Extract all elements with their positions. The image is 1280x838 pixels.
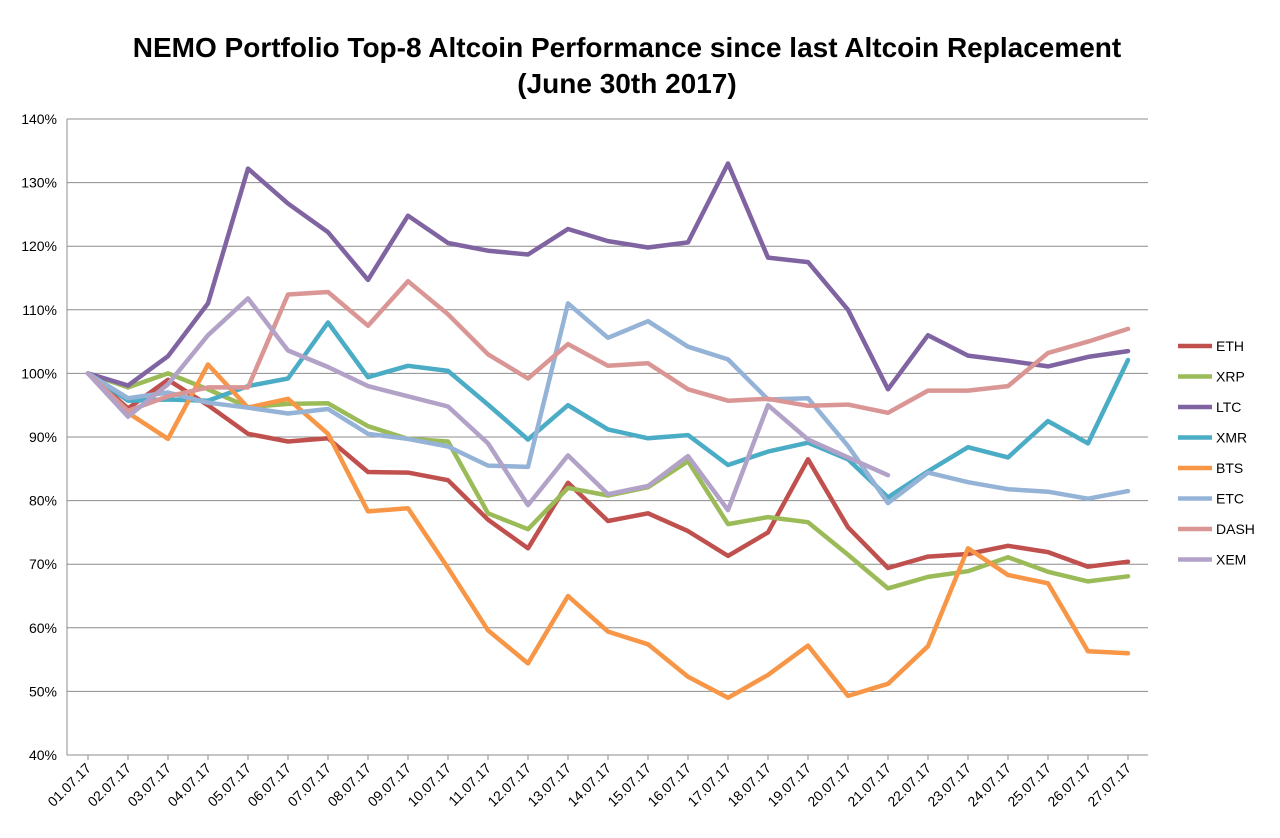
- legend-label-eth: ETH: [1216, 338, 1244, 354]
- series-lines: [85, 161, 1131, 701]
- legend-label-xrp: XRP: [1216, 369, 1245, 385]
- legend-label-bts: BTS: [1216, 460, 1243, 476]
- series-line-etc: [85, 301, 1131, 506]
- series-line-eth: [85, 371, 1131, 571]
- y-tick-label: 80%: [29, 493, 57, 509]
- y-tick-label: 130%: [21, 175, 57, 191]
- y-tick-label: 60%: [29, 620, 57, 636]
- legend-label-dash: DASH: [1216, 521, 1255, 537]
- y-tick-label: 40%: [29, 747, 57, 763]
- series-line-xem: [85, 296, 891, 513]
- gridlines: [67, 118, 1148, 756]
- y-tick-label: 90%: [29, 429, 57, 445]
- series-line-bts: [85, 362, 1131, 701]
- axes: [66, 119, 1148, 760]
- y-tick-label: 50%: [29, 683, 57, 699]
- y-tick-label: 120%: [21, 238, 57, 254]
- chart-title: NEMO Portfolio Top-8 Altcoin Performance…: [0, 30, 1254, 102]
- y-tick-label: 100%: [21, 365, 57, 381]
- y-tick-label: 140%: [21, 111, 57, 127]
- series-line-xmr: [85, 320, 1131, 500]
- chart-title-line-2: (June 30th 2017): [517, 68, 737, 99]
- tick-labels: 40%50%60%70%80%90%100%110%120%130%140%01…: [21, 111, 1134, 810]
- series-line-ltc: [85, 161, 1131, 392]
- x-tick-label: 10.07.17: [404, 760, 454, 810]
- x-tick-label: 27.07.17: [1084, 760, 1134, 810]
- legend-label-xem: XEM: [1216, 552, 1246, 568]
- legend-label-etc: ETC: [1216, 491, 1244, 507]
- chart-title-line-1: NEMO Portfolio Top-8 Altcoin Performance…: [132, 32, 1122, 63]
- legend-label-xmr: XMR: [1216, 430, 1247, 446]
- legend: ETH XRP LTC XMR BTS ETC DASH XEM: [1178, 338, 1255, 568]
- legend-label-ltc: LTC: [1216, 399, 1241, 415]
- y-tick-label: 70%: [29, 556, 57, 572]
- y-tick-label: 110%: [22, 302, 57, 318]
- series-line-dash: [85, 278, 1131, 416]
